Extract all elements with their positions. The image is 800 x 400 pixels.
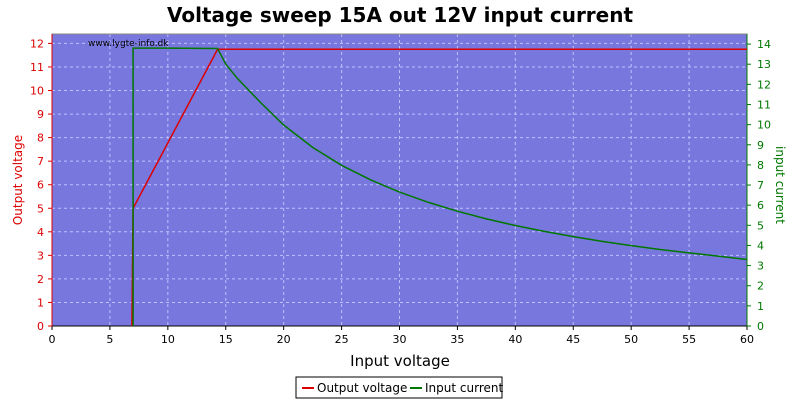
y-right-tick-label: 1 [757, 300, 764, 313]
y-left-tick-label: 4 [37, 226, 44, 239]
y-right-tick-label: 11 [757, 98, 771, 111]
y-left-tick-label: 3 [37, 249, 44, 262]
x-tick-label: 50 [624, 333, 638, 346]
y-left-tick-label: 8 [37, 132, 44, 145]
y-left-tick-label: 10 [30, 85, 44, 98]
x-tick-label: 10 [161, 333, 175, 346]
y-left-tick-label: 7 [37, 155, 44, 168]
chart-title: Voltage sweep 15A out 12V input current [167, 3, 634, 27]
y-right-tick-label: 10 [757, 119, 771, 132]
y-right-tick-label: 12 [757, 78, 771, 91]
watermark: www.lygte-info.dk [88, 39, 169, 49]
x-tick-label: 55 [682, 333, 696, 346]
x-tick-label: 20 [277, 333, 291, 346]
y-right-axis-title: input current [773, 146, 787, 224]
y-right-tick-label: 5 [757, 219, 764, 232]
x-axis-title: Input voltage [350, 352, 450, 370]
y-right-tick-label: 3 [757, 260, 764, 273]
x-tick-label: 25 [335, 333, 349, 346]
y-right-tick-label: 7 [757, 179, 764, 192]
x-tick-label: 35 [450, 333, 464, 346]
y-left-tick-label: 12 [30, 37, 44, 50]
y-left-tick-label: 5 [37, 202, 44, 215]
y-left-tick-label: 9 [37, 108, 44, 121]
y-right-tick-label: 2 [757, 280, 764, 293]
y-right-tick-label: 14 [757, 38, 771, 51]
x-tick-label: 15 [219, 333, 233, 346]
y-left-tick-label: 11 [30, 61, 44, 74]
y-left-tick-label: 6 [37, 179, 44, 192]
y-left-tick-label: 2 [37, 273, 44, 286]
legend-label-output-voltage: Output voltage [317, 381, 407, 395]
x-tick-label: 5 [106, 333, 113, 346]
y-right-tick-label: 8 [757, 159, 764, 172]
x-tick-label: 40 [508, 333, 522, 346]
y-left-tick-label: 0 [37, 320, 44, 333]
x-tick-label: 45 [566, 333, 580, 346]
x-tick-label: 30 [393, 333, 407, 346]
y-right-tick-label: 4 [757, 239, 764, 252]
legend-box [295, 376, 503, 399]
plot-area: 0 5 10 15 20 25 30 35 40 45 50 55 600123456789101112… [30, 33, 771, 346]
y-right-tick-label: 6 [757, 199, 764, 212]
y-left-axis-title: Output voltage [11, 135, 25, 225]
y-left-tick-label: 1 [37, 296, 44, 309]
legend: Output voltage Input current [295, 376, 503, 399]
x-tick-label: 60 [740, 333, 754, 346]
y-right-tick-label: 13 [757, 58, 771, 71]
y-right-tick-label: 0 [757, 320, 764, 333]
x-tick-label: 0 [49, 333, 56, 346]
y-right-tick-label: 9 [757, 139, 764, 152]
legend-label-input-current: Input current [425, 381, 503, 395]
series-line-input-current [132, 47, 748, 326]
